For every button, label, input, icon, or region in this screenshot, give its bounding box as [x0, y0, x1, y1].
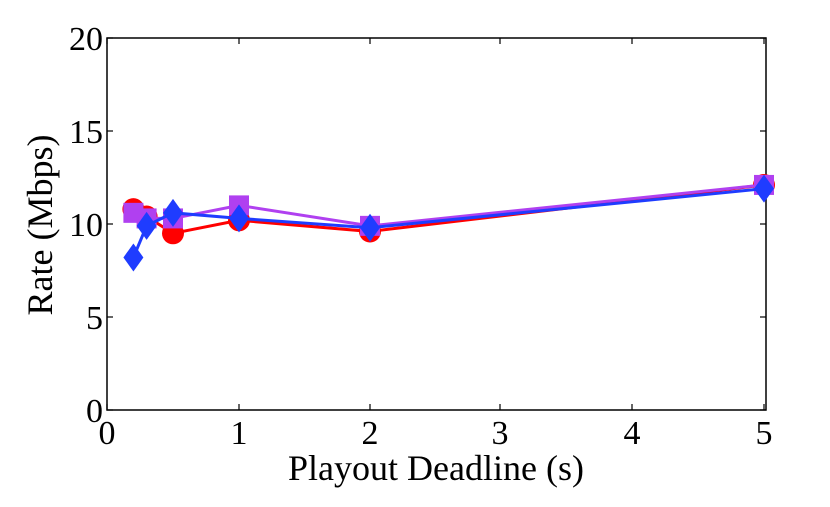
series-diamond [123, 174, 774, 272]
y-axis-title: Rate (Mbps) [20, 135, 60, 316]
series-layer [122, 173, 775, 272]
data-point-diamond [360, 213, 380, 242]
x-tick-label: 0 [99, 415, 116, 452]
series-line [132, 183, 765, 235]
data-point-diamond [229, 204, 249, 233]
data-point-diamond [136, 211, 157, 240]
data-point-diamond [754, 174, 774, 203]
y-tick-label: 10 [69, 207, 103, 244]
tick-labels: 0 1 2 3 4 5 0 5 10 15 20 [69, 21, 773, 452]
x-tick-label: 4 [624, 415, 641, 452]
data-point-diamond [163, 198, 183, 227]
y-tick-label: 20 [69, 21, 103, 58]
x-tick-label: 3 [492, 415, 509, 452]
y-tick-label: 5 [86, 300, 103, 337]
y-tick-label: 15 [69, 114, 103, 151]
x-tick-label: 5 [756, 415, 773, 452]
x-tick-label: 1 [231, 415, 248, 452]
data-point-diamond [123, 243, 144, 272]
axes [106, 37, 767, 411]
y-tick-label: 0 [86, 393, 103, 430]
series-square [123, 174, 774, 236]
x-tick-label: 2 [362, 415, 379, 452]
x-axis-title: Playout Deadline (s) [288, 448, 584, 488]
